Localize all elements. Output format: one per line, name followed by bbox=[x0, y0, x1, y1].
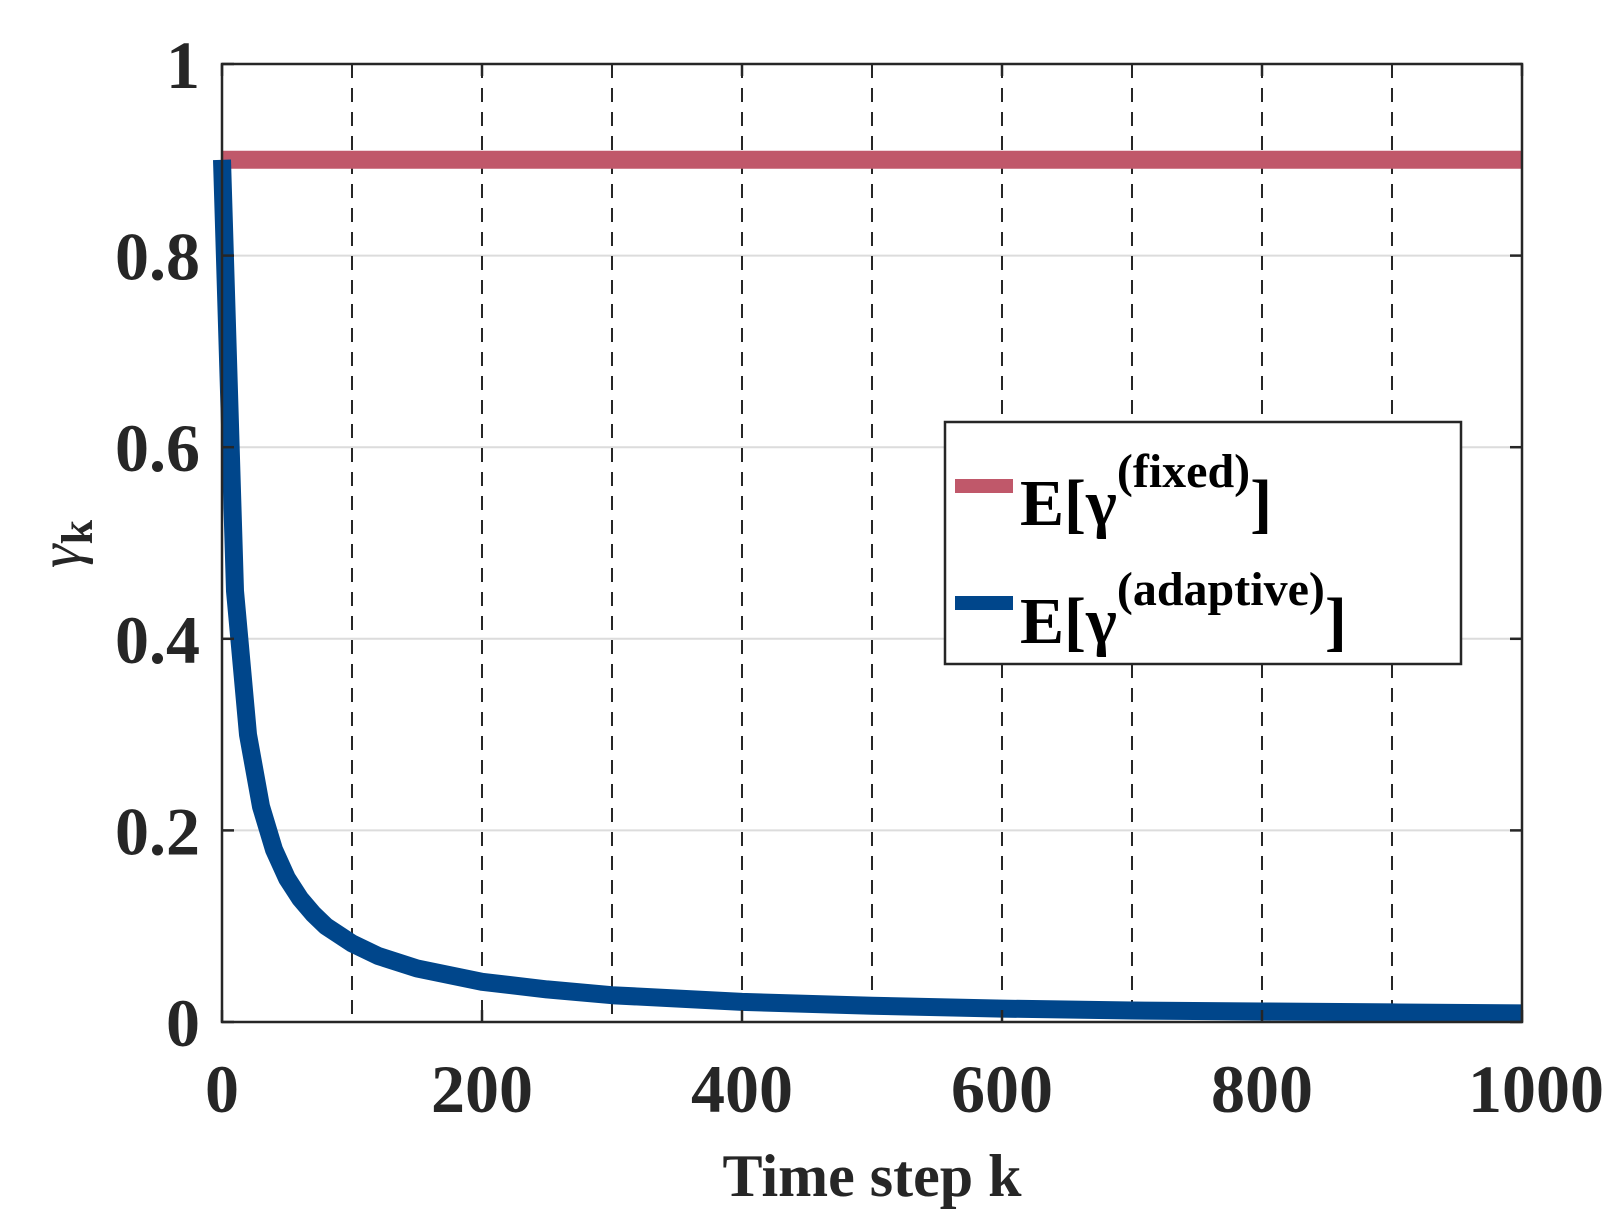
x-tick-label-4: 800 bbox=[1211, 1051, 1313, 1127]
x-tick-label-3: 600 bbox=[951, 1051, 1053, 1127]
y-axis-label-subscript: k bbox=[53, 519, 102, 544]
y-tick-label-0: 0 bbox=[166, 985, 200, 1061]
y-axis-label: γk bbox=[27, 519, 102, 568]
vertical-dashed-gridlines bbox=[351, 64, 1393, 1022]
tick-marks bbox=[220, 62, 1524, 1024]
legend-fixed-close: ] bbox=[1250, 467, 1272, 540]
legend-entry-adaptive: E[γ(adaptive)] bbox=[1020, 563, 1347, 658]
legend-box bbox=[943, 420, 1463, 666]
series-line-1 bbox=[213, 159, 1523, 1023]
x-tick-label-1: 200 bbox=[431, 1051, 533, 1127]
x-tick-label-5: 1000 bbox=[1468, 1051, 1604, 1127]
x-tick-label-0: 0 bbox=[205, 1051, 239, 1127]
y-tick-label-1: 0.2 bbox=[115, 793, 200, 869]
y-tick-label-2: 0.4 bbox=[115, 602, 200, 678]
y-tick-label-5: 1 bbox=[166, 27, 200, 103]
legend-adaptive-sup: (adaptive) bbox=[1117, 563, 1325, 616]
legend-adaptive-main: E[γ bbox=[1020, 585, 1117, 658]
x-tick-labels: 0 200 400 600 800 1000 bbox=[205, 1051, 1604, 1127]
legend-fixed-main: E[γ bbox=[1020, 467, 1117, 540]
plot-frame bbox=[220, 62, 1524, 1024]
x-axis-label: Time step k bbox=[723, 1143, 1023, 1209]
legend-entry-fixed: E[γ(fixed)] bbox=[1020, 445, 1272, 540]
legend: E[γ(fixed)] E[γ(adaptive)] bbox=[943, 420, 1463, 666]
y-tick-labels: 0 0.2 0.4 0.6 0.8 1 bbox=[115, 27, 200, 1061]
x-tick-label-2: 400 bbox=[691, 1051, 793, 1127]
y-tick-label-4: 0.8 bbox=[115, 219, 200, 295]
series-layer bbox=[213, 150, 1523, 1023]
legend-adaptive-close: ] bbox=[1325, 585, 1347, 658]
legend-fixed-sup: (fixed) bbox=[1117, 445, 1250, 498]
y-axis-label-symbol: γ bbox=[27, 543, 93, 568]
y-tick-label-3: 0.6 bbox=[115, 410, 200, 486]
